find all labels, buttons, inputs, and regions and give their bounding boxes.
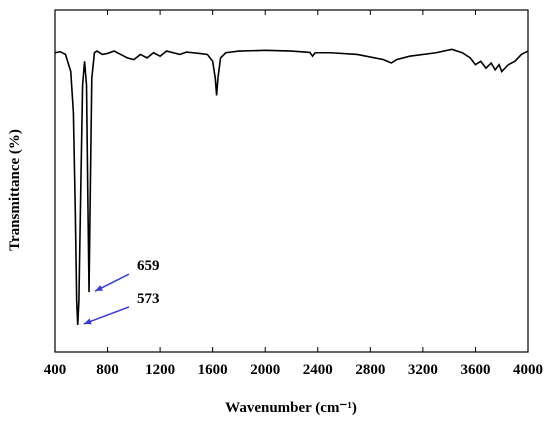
x-tick-label: 2800 [355, 362, 385, 378]
arrow-head [83, 318, 92, 325]
y-axis-label: Transmittance (%) [7, 129, 23, 251]
x-tick-label: 2400 [303, 362, 333, 378]
x-tick-label: 4000 [513, 362, 543, 378]
annotation-label: 573 [137, 291, 160, 307]
x-tick-label: 1600 [198, 362, 228, 378]
x-axis-label: Wavenumber (cm⁻¹) [225, 400, 357, 416]
x-tick-label: 3200 [408, 362, 438, 378]
x-tick-label: 3600 [460, 362, 490, 378]
x-tick-label: 800 [96, 362, 119, 378]
x-tick-label: 1200 [145, 362, 175, 378]
annotation-label: 659 [137, 258, 160, 274]
spectrum-line [54, 48, 529, 326]
x-tick-label: 400 [44, 362, 67, 378]
annotation-arrow [83, 306, 130, 325]
plot-frame [54, 9, 529, 353]
x-tick-label: 2000 [250, 362, 280, 378]
arrow-head [95, 285, 104, 292]
